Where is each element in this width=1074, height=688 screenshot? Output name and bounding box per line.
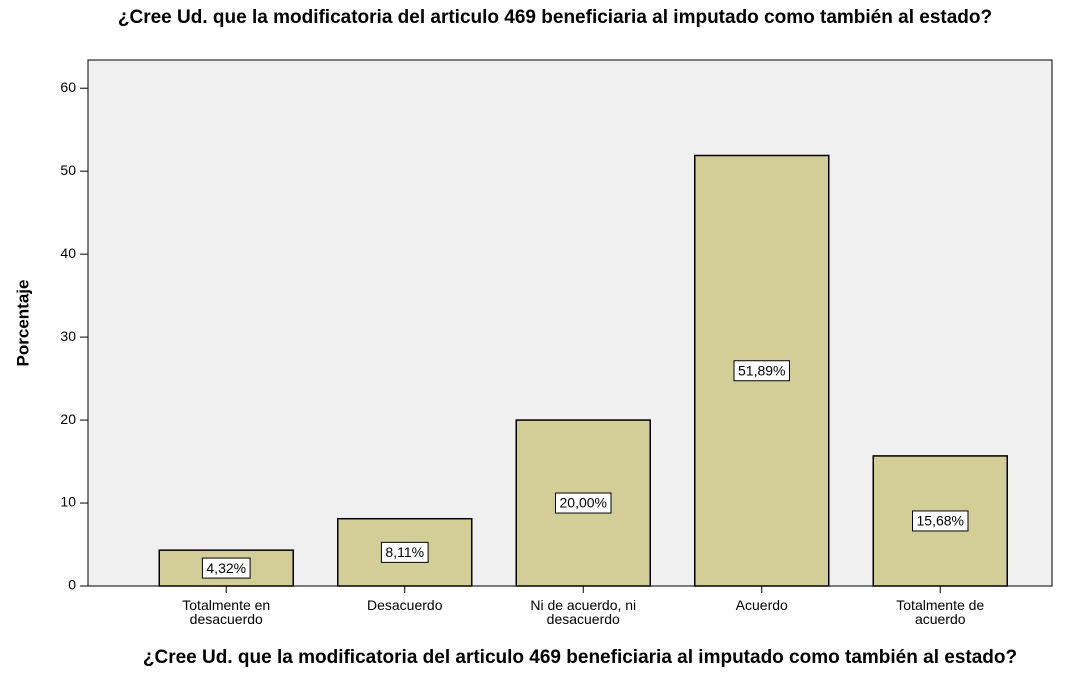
x-tick-label: Totalmente de acuerdo <box>896 597 985 627</box>
y-tick-label: 40 <box>60 245 76 261</box>
y-tick-label: 60 <box>60 79 76 95</box>
x-tick-label: Ni de acuerdo, ni desacuerdo <box>530 597 637 627</box>
y-axis-label: Porcentaje <box>13 280 32 367</box>
y-tick-label: 0 <box>68 577 76 593</box>
value-label-box <box>201 557 251 579</box>
x-tick-label: Totalmente en desacuerdo <box>182 597 271 627</box>
x-axis-title: ¿Cree Ud. que la modificatoria del artic… <box>142 647 1018 668</box>
chart-title: ¿Cree Ud. que la modificatoria del artic… <box>117 7 993 28</box>
value-label-box <box>555 492 612 514</box>
y-tick-label: 30 <box>60 328 76 344</box>
value-label-box <box>380 541 429 563</box>
value-label-box <box>912 510 969 532</box>
value-label: 20,00% <box>560 495 607 511</box>
y-tick-label: 50 <box>60 162 76 178</box>
y-tick-label: 10 <box>60 494 76 510</box>
x-tick-label: Acuerdo <box>735 597 788 613</box>
value-label: 51,89% <box>738 362 785 378</box>
bar <box>872 455 1008 587</box>
value-label: 15,68% <box>917 513 964 529</box>
value-label: 4,32% <box>206 560 246 576</box>
value-label: 8,11% <box>385 544 424 560</box>
y-tick-label: 20 <box>60 411 76 427</box>
x-tick-label: Desacuerdo <box>367 597 443 613</box>
value-label-box <box>733 360 790 382</box>
